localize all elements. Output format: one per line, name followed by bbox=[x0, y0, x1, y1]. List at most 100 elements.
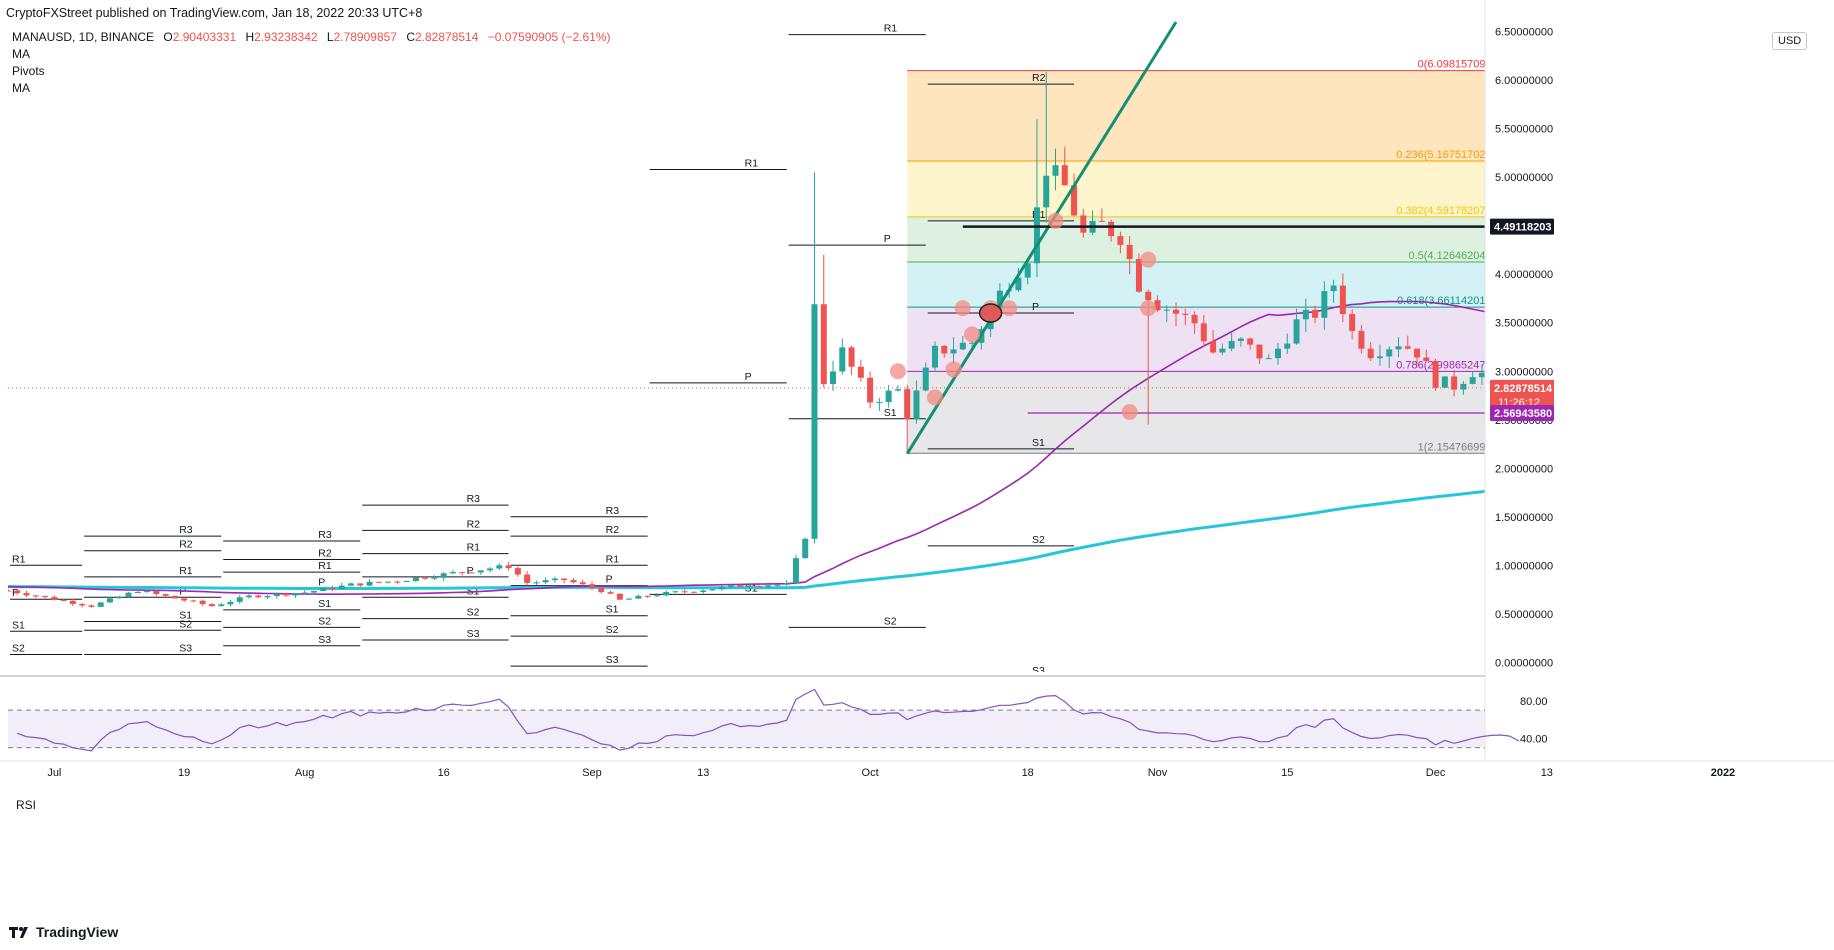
price-tick: 0.50000000 bbox=[1495, 609, 1553, 621]
pivot-label: R3 bbox=[606, 505, 620, 517]
candle-body bbox=[1256, 344, 1263, 359]
pivot-label: R2 bbox=[179, 539, 193, 551]
candle-body bbox=[468, 572, 475, 574]
candle-body bbox=[848, 347, 855, 367]
candle-body bbox=[635, 595, 642, 599]
indicator-pivots[interactable]: Pivots bbox=[12, 64, 45, 78]
rsi-tick: 40.00 bbox=[1520, 733, 1548, 745]
pivot-label: P bbox=[884, 233, 891, 245]
pivot-label: S1 bbox=[12, 619, 25, 631]
publish-info: CryptoFXStreet published on TradingView.… bbox=[6, 6, 423, 20]
candle-body bbox=[477, 570, 484, 573]
candle-body bbox=[1404, 346, 1411, 349]
candle-body bbox=[1237, 338, 1244, 341]
candle-body bbox=[125, 592, 132, 597]
candle-body bbox=[1395, 346, 1402, 350]
pivot-label: S3 bbox=[179, 643, 192, 655]
candle-body bbox=[8, 590, 11, 592]
candle-body bbox=[1358, 330, 1365, 349]
pivot-label: S1 bbox=[1032, 437, 1045, 449]
candle-body bbox=[106, 598, 113, 603]
candle-body bbox=[153, 591, 160, 595]
candle-body bbox=[1126, 244, 1133, 260]
candle-body bbox=[366, 581, 373, 586]
price-tick: 6.50000000 bbox=[1495, 27, 1553, 39]
price-tick: 4.00000000 bbox=[1495, 269, 1553, 281]
candle-body bbox=[69, 600, 76, 604]
candle-body bbox=[1015, 277, 1022, 291]
pivot-label: R3 bbox=[179, 524, 193, 536]
candle-body bbox=[162, 594, 169, 596]
candle-body bbox=[357, 583, 364, 586]
indicator-ma-1[interactable]: MA bbox=[12, 47, 30, 61]
pivot-label: S2 bbox=[12, 643, 25, 655]
candle-body bbox=[449, 572, 456, 574]
price-tick: 2.00000000 bbox=[1495, 463, 1553, 475]
candle-body bbox=[653, 595, 660, 597]
pivot-label: S3 bbox=[467, 628, 480, 640]
candle-body bbox=[320, 587, 327, 592]
touch-marker bbox=[889, 363, 906, 380]
candle-body bbox=[23, 593, 30, 596]
pivot-label: S1 bbox=[884, 407, 897, 419]
candle-body bbox=[1135, 259, 1142, 292]
pivot-label: P bbox=[318, 577, 325, 589]
touch-marker bbox=[964, 326, 981, 343]
candle-body bbox=[496, 565, 503, 569]
candle-body bbox=[385, 581, 392, 583]
price-flag-resistance bbox=[1490, 218, 1554, 235]
candle-body bbox=[301, 592, 308, 594]
touch-marker bbox=[954, 300, 971, 317]
pivot-label: R2 bbox=[318, 547, 332, 559]
symbol-label[interactable]: MANAUSD, 1D, BINANCE bbox=[12, 30, 155, 44]
ohlc-legend: MANAUSD, 1D, BINANCE O2.90403331 H2.9323… bbox=[12, 30, 617, 44]
candle-body bbox=[97, 602, 104, 607]
price-flag-support bbox=[1490, 405, 1554, 422]
candle-body bbox=[1163, 309, 1170, 311]
candles bbox=[8, 71, 1485, 609]
candle-body bbox=[1024, 263, 1031, 278]
rsi-line bbox=[17, 688, 1520, 752]
candle-body bbox=[589, 584, 596, 589]
pivot-label: P bbox=[467, 565, 474, 577]
candle-body bbox=[1432, 360, 1439, 388]
candle-body bbox=[913, 390, 920, 420]
candle-body bbox=[422, 577, 429, 579]
candle-body bbox=[783, 583, 790, 585]
close-label: C2.82878514 bbox=[406, 30, 479, 44]
candle-body bbox=[922, 367, 929, 391]
candle-body bbox=[1469, 377, 1476, 384]
pivot-label: S2 bbox=[1032, 534, 1045, 546]
candle-body bbox=[273, 593, 280, 596]
pivot-label: P bbox=[12, 587, 19, 599]
candle-body bbox=[431, 577, 438, 579]
time-tick: 19 bbox=[178, 767, 190, 779]
candle-body bbox=[579, 582, 586, 585]
candle-body bbox=[1339, 285, 1346, 315]
candle-body bbox=[1098, 220, 1105, 222]
candle-body bbox=[347, 583, 354, 586]
candle-body bbox=[394, 581, 401, 583]
fib-level-label: 0.236(5.16751702) bbox=[1396, 149, 1489, 161]
candle-body bbox=[690, 591, 697, 593]
candle-body bbox=[867, 377, 874, 403]
time-tick: Oct bbox=[862, 767, 879, 779]
candle-body bbox=[236, 597, 243, 602]
indicator-ma-2[interactable]: MA bbox=[12, 81, 30, 95]
currency-button[interactable]: USD bbox=[1772, 32, 1808, 50]
candle-body bbox=[672, 591, 679, 593]
tradingview-brand[interactable]: TradingView bbox=[8, 924, 118, 940]
candle-body bbox=[440, 573, 447, 578]
candle-body bbox=[1330, 285, 1337, 292]
pivot-label: S3 bbox=[1032, 665, 1045, 677]
candle-body bbox=[1080, 215, 1087, 233]
price-tick: 3.00000000 bbox=[1495, 366, 1553, 378]
pivot-label: S1 bbox=[606, 604, 619, 616]
candle-body bbox=[616, 593, 623, 600]
candle-body bbox=[1274, 348, 1281, 359]
time-tick: 2022 bbox=[1711, 767, 1735, 779]
candle-body bbox=[1312, 309, 1319, 318]
price-pane[interactable]: 0(6.09815709) 0.236(5.16751702) 0.382(4.59… bbox=[5, 21, 1522, 677]
candle-body bbox=[1478, 372, 1485, 378]
